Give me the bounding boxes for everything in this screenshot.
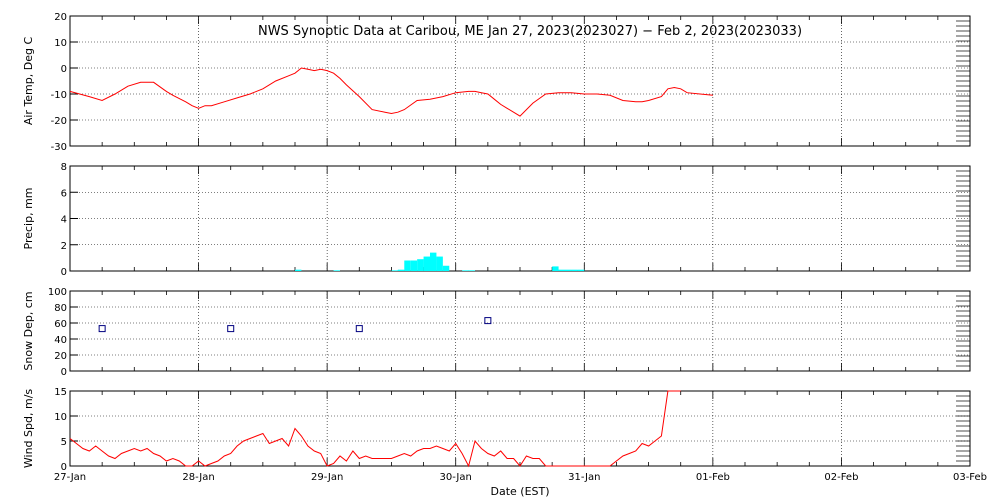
precip-bar	[333, 270, 340, 271]
temp-ytick-label: 10	[54, 38, 67, 49]
precip-ytick-label: 4	[61, 215, 67, 226]
x-tick-label: 29-Jan	[311, 472, 343, 483]
precip-bar	[295, 269, 302, 271]
precip-bar	[417, 259, 424, 271]
x-tick-label: 28-Jan	[182, 472, 214, 483]
wind-series-line	[69, 390, 681, 468]
temp-ytick-label: 0	[61, 64, 67, 75]
x-tick-label: 02-Feb	[824, 472, 858, 483]
temp-series-line	[69, 67, 713, 117]
snow-depth-point	[227, 325, 235, 333]
snow-depth-point	[98, 325, 106, 333]
x-tick-label: 30-Jan	[440, 472, 472, 483]
precip-bar	[404, 260, 411, 271]
x-tick-label: 31-Jan	[568, 472, 600, 483]
precip-bar	[558, 269, 565, 271]
wind-ytick-label: 15	[54, 387, 67, 398]
x-tick-label: 03-Feb	[953, 472, 987, 483]
precip-bar	[552, 266, 559, 271]
snow-ytick-label: 40	[54, 335, 67, 346]
precip-ytick-label: 6	[61, 188, 67, 199]
wind-ytick-label: 5	[61, 437, 67, 448]
temp-ytick-label: 20	[54, 12, 67, 23]
precip-bar	[410, 260, 418, 271]
chart-title: NWS Synoptic Data at Caribou, ME Jan 27,…	[258, 24, 802, 39]
wind-y-axis-label: Wind Spd, m/s	[22, 389, 35, 469]
temp-ytick-label: -20	[51, 116, 67, 127]
temp-y-axis-label: Air Temp, Deg C	[22, 37, 35, 126]
snow-ytick-label: 100	[48, 287, 67, 298]
precip-bar	[391, 270, 398, 271]
snow-y-axis-label: Snow Dep, cm	[22, 291, 35, 370]
snow-ytick-label: 0	[61, 367, 67, 378]
precip-ytick-label: 2	[61, 241, 67, 252]
snow-ytick-label: 80	[54, 303, 67, 314]
temp-ytick-label: -30	[51, 142, 67, 153]
x-tick-label: 01-Feb	[696, 472, 730, 483]
temp-frame	[69, 15, 971, 147]
precip-bar	[423, 256, 430, 271]
precip-y-axis-label: Precip, mm	[22, 188, 35, 250]
precip-ytick-label: 8	[61, 162, 67, 173]
precip-bar	[565, 269, 572, 271]
wind-frame	[69, 390, 971, 467]
precip-bar	[577, 269, 585, 271]
precip-bar	[430, 252, 437, 271]
precip-bar	[462, 270, 469, 271]
precip-bar	[436, 256, 443, 271]
snow-ytick-label: 20	[54, 351, 67, 362]
precip-ytick-label: 0	[61, 267, 67, 278]
snow-ytick-label: 60	[54, 319, 67, 330]
precip-bar	[397, 269, 405, 271]
precip-bar	[571, 269, 578, 271]
precip-bar	[468, 270, 475, 271]
x-axis-label: Date (EST)	[490, 485, 549, 498]
snow-depth-point	[484, 317, 492, 325]
wind-ytick-label: 0	[61, 462, 67, 473]
wind-ytick-label: 10	[54, 412, 67, 423]
temp-ytick-label: -10	[51, 90, 67, 101]
snow-frame	[69, 290, 971, 372]
x-tick-label: 27-Jan	[54, 472, 86, 483]
snow-depth-point	[355, 325, 363, 333]
precip-frame	[69, 165, 971, 272]
precip-bar	[442, 265, 450, 271]
